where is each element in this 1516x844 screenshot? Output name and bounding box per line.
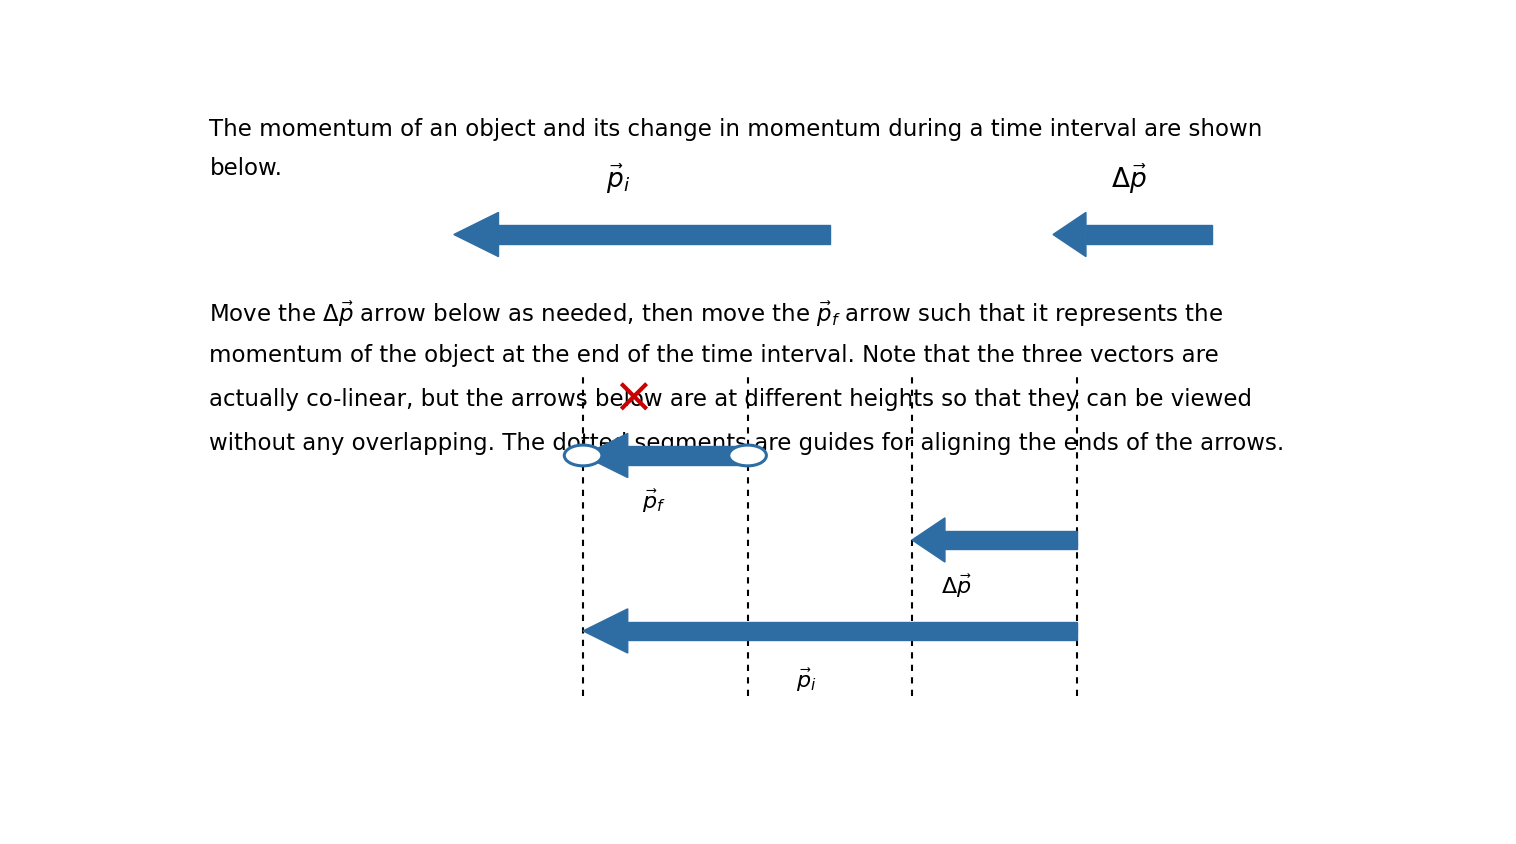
- Text: $\times$: $\times$: [611, 373, 649, 421]
- Text: actually co-linear, but the arrows below are at different heights so that they c: actually co-linear, but the arrows below…: [209, 388, 1252, 411]
- Bar: [499, 225, 829, 244]
- Text: $\vec{p}_i$: $\vec{p}_i$: [796, 667, 817, 694]
- Text: without any overlapping. The dotted segments are guides for aligning the ends of: without any overlapping. The dotted segm…: [209, 432, 1284, 455]
- Bar: [944, 531, 1076, 549]
- Bar: [628, 446, 747, 464]
- Bar: [1085, 225, 1211, 244]
- Text: below.: below.: [209, 156, 282, 180]
- Text: $\Delta\vec{p}$: $\Delta\vec{p}$: [941, 572, 972, 599]
- Text: $\vec{p}_f$: $\vec{p}_f$: [641, 488, 666, 515]
- Text: $\vec{p}_i$: $\vec{p}_i$: [606, 162, 631, 196]
- Polygon shape: [1054, 213, 1085, 257]
- Text: momentum of the object at the end of the time interval. Note that the three vect: momentum of the object at the end of the…: [209, 344, 1219, 366]
- Text: The momentum of an object and its change in momentum during a time interval are : The momentum of an object and its change…: [209, 117, 1263, 141]
- Bar: [628, 622, 1076, 640]
- Text: Move the $\Delta \vec{p}$ arrow below as needed, then move the $\vec{p}_f$ arrow: Move the $\Delta \vec{p}$ arrow below as…: [209, 300, 1223, 329]
- Circle shape: [564, 445, 602, 466]
- Polygon shape: [584, 609, 628, 653]
- Polygon shape: [913, 518, 944, 562]
- Text: $\Delta\vec{p}$: $\Delta\vec{p}$: [1111, 162, 1148, 196]
- Circle shape: [729, 445, 767, 466]
- Polygon shape: [453, 213, 499, 257]
- Polygon shape: [584, 433, 628, 478]
